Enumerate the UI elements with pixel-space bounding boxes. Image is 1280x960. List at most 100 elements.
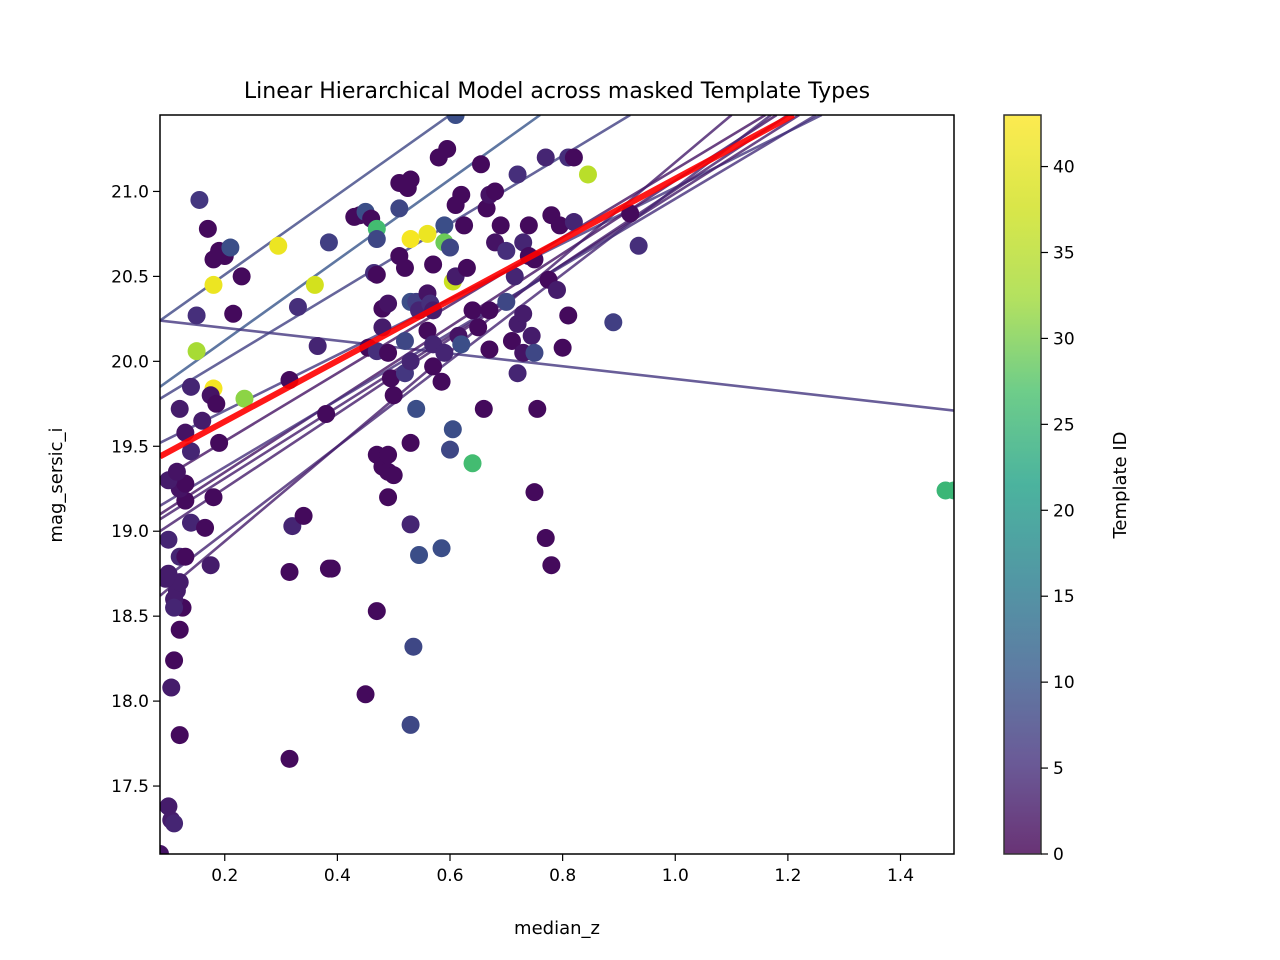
x-tick-label: 0.8 [549, 866, 576, 886]
data-point-101 [390, 173, 409, 192]
data-point-121 [452, 335, 471, 354]
data-point-37 [232, 267, 251, 286]
data-point-130 [455, 216, 474, 235]
data-point-27 [181, 377, 200, 396]
plot-frame [159, 114, 955, 855]
data-point-7 [170, 620, 189, 639]
data-point-88 [410, 546, 429, 565]
data-point-60 [322, 559, 341, 578]
data-point-53 [280, 562, 299, 581]
data-point-44 [204, 488, 223, 507]
data-point-132 [463, 301, 482, 320]
data-point-3 [165, 814, 184, 833]
data-point-74 [379, 343, 398, 362]
data-point-58 [319, 233, 338, 252]
data-point-35 [221, 238, 240, 257]
data-point-168 [559, 306, 578, 325]
fit-line-7 [160, 115, 767, 482]
data-point-92 [401, 352, 420, 371]
y-tick-label: 19.5 [111, 437, 149, 457]
y-axis-ticks: 17.5 18.0 18.5 19.0 19.5 20.0 20.5 21.0 [111, 182, 160, 797]
y-tick-label: 17.5 [111, 777, 149, 797]
fit-lines [160, 115, 954, 597]
data-point-26 [170, 399, 189, 418]
data-point-115 [435, 216, 454, 235]
x-tick-label: 0.4 [324, 866, 351, 886]
mean-fit-line-path [160, 115, 795, 460]
y-tick-label: 20.0 [111, 352, 149, 372]
x-axis-label: median_z [514, 918, 600, 939]
fit-line-2 [160, 319, 954, 412]
data-point-42 [193, 411, 212, 430]
data-point-149 [508, 165, 527, 184]
data-point-70 [379, 294, 398, 313]
data-point-102 [390, 199, 409, 218]
mean-fit-line [160, 115, 795, 460]
data-point-6 [165, 651, 184, 670]
fit-line-1 [160, 115, 451, 322]
fit-line-5 [160, 115, 800, 521]
scatter-points [160, 115, 954, 854]
x-tick-label: 0.2 [211, 866, 238, 886]
data-point-159 [525, 483, 544, 502]
data-point-28 [187, 306, 206, 325]
data-point-175 [629, 236, 648, 255]
colorbar-tick-label: 10 [1053, 673, 1075, 693]
data-point-160 [536, 529, 555, 548]
data-point-30 [198, 219, 217, 238]
data-point-170 [564, 148, 583, 167]
data-point-136 [480, 301, 499, 320]
data-point-109 [418, 321, 437, 340]
x-tick-label: 1.2 [774, 866, 801, 886]
colorbar-tick-label: 25 [1053, 415, 1075, 435]
data-point-167 [553, 338, 572, 357]
y-tick-label: 19.0 [111, 522, 149, 542]
y-tick-label: 20.5 [111, 267, 149, 287]
data-point-76 [384, 386, 403, 405]
data-point-50 [288, 297, 307, 316]
colorbar-tick-label: 20 [1053, 501, 1075, 521]
data-point-46 [201, 556, 220, 575]
data-point-174 [621, 204, 640, 223]
data-point-13 [160, 569, 175, 588]
data-point-161 [542, 556, 561, 575]
data-point-54 [280, 749, 299, 768]
colorbar-tick-label: 30 [1053, 329, 1075, 349]
data-point-36 [224, 304, 243, 323]
data-point-93 [395, 331, 414, 350]
y-tick-label: 18.5 [111, 607, 149, 627]
data-point-31 [204, 275, 223, 294]
data-point-140 [486, 182, 505, 201]
data-point-162 [536, 148, 555, 167]
data-point-86 [404, 637, 423, 656]
data-point-152 [514, 304, 533, 323]
data-point-122 [443, 420, 462, 439]
data-point-38 [187, 342, 206, 361]
y-tick-label: 21.0 [111, 182, 149, 202]
data-point-1 [160, 797, 178, 816]
colorbar-tick-label: 15 [1053, 587, 1075, 607]
data-point-79 [384, 466, 403, 485]
data-point-4 [170, 726, 189, 745]
x-tick-label: 0.6 [436, 866, 463, 886]
colorbar [1003, 114, 1042, 855]
data-point-138 [477, 199, 496, 218]
data-point-145 [502, 331, 521, 350]
data-point-98 [390, 247, 409, 266]
data-point-146 [505, 267, 524, 286]
data-point-75 [381, 369, 400, 388]
data-point-16 [176, 547, 195, 566]
data-point-103 [401, 230, 420, 249]
data-point-172 [578, 165, 597, 184]
colorbar-tick-label: 5 [1053, 759, 1064, 779]
chart-title: Linear Hierarchical Model across masked … [244, 79, 870, 104]
data-point-52 [294, 506, 313, 525]
data-point-81 [379, 445, 398, 464]
data-point-66 [367, 230, 386, 249]
data-point-155 [522, 326, 541, 345]
data-point-84 [356, 685, 375, 704]
data-point-131 [457, 258, 476, 277]
data-point-83 [367, 602, 386, 621]
data-point-14 [165, 598, 184, 617]
data-point-171 [564, 213, 583, 232]
